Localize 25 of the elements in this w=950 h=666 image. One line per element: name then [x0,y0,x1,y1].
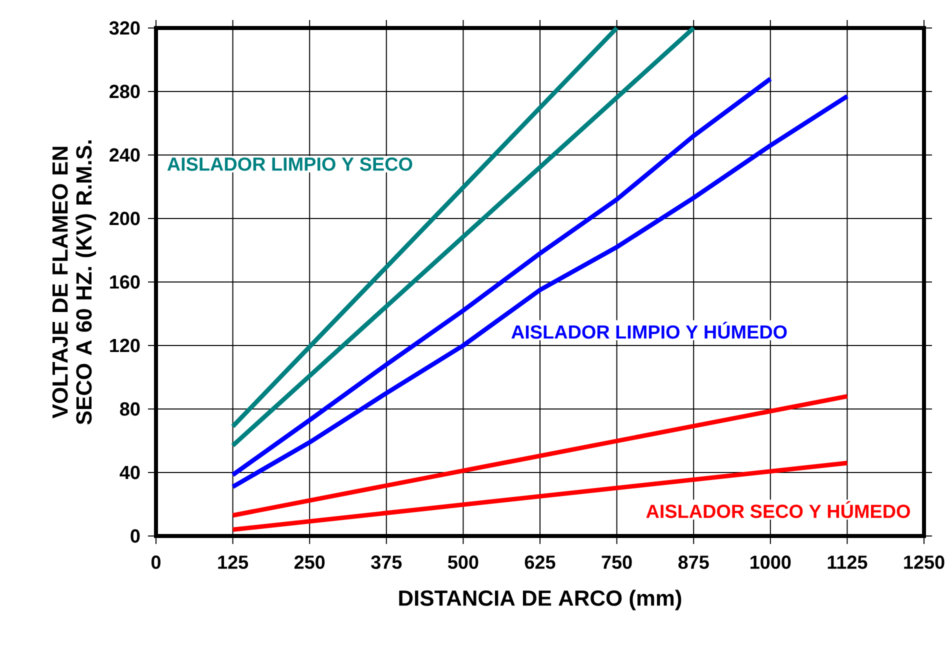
x-tick-label: 125 [218,556,248,569]
y-tick-label: 160 [110,275,140,289]
x-tick-label: 750 [602,556,632,569]
y-tick-label: 240 [110,148,140,162]
x-tick-label: 500 [448,556,478,569]
x-tick-label: 0 [151,556,160,569]
y-tick-label: 0 [130,529,140,543]
x-tick-label: 1125 [828,556,868,569]
x-tick-label: 375 [371,556,402,569]
y-tick-label: 120 [110,338,140,352]
y-tick-label: 200 [110,212,140,226]
annotation: AISLADOR SECO Y HÚMEDO [646,501,910,518]
y-tick-label: 320 [109,21,140,35]
annotation: AISLADOR LIMPIO Y SECO [167,157,412,171]
y-axis-title: VOLTAJE DE FLAMEO EN SECO A 60 HZ. (KV) R.M.S. [52,140,96,424]
x-tick-label: 1250 [904,556,944,569]
y-tick-label: 80 [120,402,140,416]
x-tick-label: 875 [678,556,709,569]
y-tick-label: 280 [110,84,140,98]
x-tick-label: 625 [524,556,556,569]
x-tick-label: 1000 [750,556,791,569]
annotation: AISLADOR LIMPIO Y HÚMEDO [511,322,787,339]
x-axis-title: DISTANCIA DE ARCO (mm) [399,590,682,610]
x-tick-label: 250 [294,556,325,569]
y-tick-label: 40 [120,466,140,480]
